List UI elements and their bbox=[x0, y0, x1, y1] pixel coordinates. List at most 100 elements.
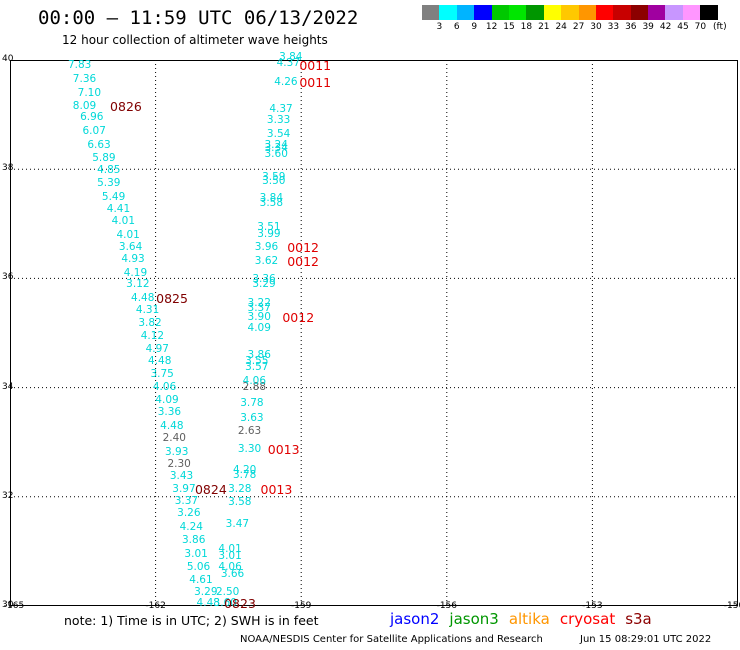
wave-height-value: 3.59 bbox=[262, 171, 286, 184]
wave-height-value: 5.49 bbox=[101, 190, 126, 203]
color-tick-label: 15 bbox=[503, 22, 515, 32]
wave-height-value: 4.19 bbox=[123, 266, 148, 279]
wave-height-value: 3.96 bbox=[254, 240, 279, 253]
color-swatch bbox=[630, 5, 649, 20]
pass-time-label: 0012 bbox=[287, 253, 319, 269]
color-tick-label: 30 bbox=[590, 22, 602, 32]
wave-height-value: 3.64 bbox=[118, 240, 143, 253]
satellite-legend: jason2 jason3 altika cryosat s3a bbox=[390, 610, 662, 628]
wave-height-value: 4.85 bbox=[97, 164, 121, 177]
pass-time-label: 0825 bbox=[156, 290, 188, 306]
latitude-label: 36 bbox=[2, 272, 14, 283]
wave-height-value: 4.93 bbox=[121, 253, 145, 266]
longitude-label: -159 bbox=[290, 601, 312, 611]
color-swatch bbox=[456, 5, 475, 20]
wave-height-value: 4.06 bbox=[152, 380, 177, 393]
color-swatch bbox=[595, 5, 614, 20]
color-swatch bbox=[665, 5, 683, 20]
color-swatch bbox=[613, 5, 631, 20]
wave-height-value: 2.63 bbox=[237, 425, 262, 438]
color-tick-label: 45 bbox=[677, 22, 689, 32]
wave-height-value: 4.48 bbox=[148, 355, 172, 368]
wave-height-value: 3.62 bbox=[254, 254, 279, 267]
wave-height-value: 3.58 bbox=[259, 197, 284, 210]
map-title: 00:00 – 11:59 UTC 06/13/2022 bbox=[38, 7, 359, 29]
wave-height-value: 4.48 bbox=[160, 419, 184, 432]
wave-height-value: 3.93 bbox=[165, 446, 189, 459]
color-tick-label: 24 bbox=[555, 22, 567, 32]
pass-time-label: 0826 bbox=[110, 99, 142, 115]
wave-height-value: 6.96 bbox=[80, 111, 104, 124]
wave-height-value: 6.07 bbox=[82, 124, 106, 137]
color-tick-label: 27 bbox=[572, 22, 585, 32]
wave-height-value: 5.39 bbox=[97, 176, 121, 189]
color-tick-label: 3 bbox=[436, 22, 443, 32]
wave-height-value: 3.78 bbox=[240, 396, 264, 409]
color-swatch bbox=[508, 5, 527, 20]
wave-height-value: 3.86 bbox=[182, 534, 206, 547]
wave-height-value: 3.43 bbox=[169, 470, 194, 483]
longitude-label: -156 bbox=[436, 601, 458, 611]
wave-height-value: 3.90 bbox=[247, 310, 271, 323]
wave-height-value: 3.30 bbox=[237, 442, 262, 455]
longitude-label: -162 bbox=[145, 601, 166, 611]
footnote: note: 1) Time is in UTC; 2) SWH is in fe… bbox=[64, 613, 319, 628]
wave-height-value: 4.09 bbox=[247, 321, 271, 334]
legend-jason3: jason3 bbox=[449, 610, 499, 628]
wave-height-value: 3.29 bbox=[252, 277, 276, 290]
color-swatch bbox=[439, 5, 457, 20]
longitude-label: -153 bbox=[582, 601, 603, 611]
wave-height-value: 3.47 bbox=[225, 518, 250, 531]
wave-height-value: 4.41 bbox=[106, 202, 131, 215]
color-swatch bbox=[543, 5, 562, 20]
wave-height-value: 3.75 bbox=[150, 367, 174, 380]
wave-height-value: 4.26 bbox=[274, 75, 298, 88]
map-subtitle: 12 hour collection of altimeter wave hei… bbox=[62, 33, 328, 47]
wave-height-value: 4.37 bbox=[269, 103, 293, 116]
color-tick-label: 18 bbox=[520, 22, 533, 32]
color-swatch bbox=[682, 5, 701, 20]
generated-timestamp: Jun 15 08:29:01 UTC 2022 bbox=[580, 634, 712, 645]
pass-time-label: 0013 bbox=[267, 441, 300, 457]
wave-height-value: 7.36 bbox=[72, 73, 97, 86]
latitude-label: 40 bbox=[2, 54, 14, 64]
wave-height-value: 2.88 bbox=[242, 380, 267, 393]
legend-s3a: s3a bbox=[625, 610, 652, 628]
wave-height-value: 5.89 bbox=[92, 152, 116, 165]
wave-height-value: 4.06 bbox=[218, 560, 242, 573]
wave-height-value: 3.82 bbox=[138, 317, 162, 330]
wave-height-value: 7.10 bbox=[77, 86, 102, 99]
wave-height-value: 4.01 bbox=[116, 228, 140, 241]
wave-height-value: 3.12 bbox=[126, 277, 150, 290]
color-swatch bbox=[474, 5, 492, 20]
wave-height-value: 3.50 bbox=[262, 175, 286, 188]
color-swatch bbox=[700, 5, 718, 20]
wave-height-value: 3.36 bbox=[157, 406, 182, 419]
wave-height-value: 3.55 bbox=[245, 355, 269, 368]
wave-height-value: 4.09 bbox=[155, 393, 179, 406]
wave-height-value: 4.48 bbox=[131, 291, 155, 304]
wave-height-value: 3.01 bbox=[184, 548, 208, 561]
longitude-label: -150 bbox=[723, 601, 740, 611]
wave-height-value: 3.66 bbox=[220, 568, 245, 581]
map-grid bbox=[10, 60, 738, 606]
color-tick-label: 70 bbox=[694, 22, 707, 32]
longitude-label: -165 bbox=[3, 601, 25, 611]
wave-height-value: 3.60 bbox=[213, 597, 237, 610]
pass-time-label: 0012 bbox=[287, 239, 319, 255]
latitude-label: 32 bbox=[2, 490, 14, 501]
wave-height-value: 3.22 bbox=[247, 296, 271, 309]
wave-height-value: 3.01 bbox=[218, 549, 242, 562]
latitude-label: 30 bbox=[2, 600, 14, 610]
color-tick-label: 33 bbox=[607, 22, 620, 32]
wave-height-value: 3.26 bbox=[177, 507, 201, 520]
color-tick-label: 21 bbox=[538, 22, 550, 32]
wave-height-value: 4.48 bbox=[196, 597, 220, 610]
pass-time-label: 0011 bbox=[299, 58, 332, 74]
color-tick-label: (ft) bbox=[713, 22, 727, 32]
color-tick-label: 12 bbox=[485, 22, 498, 32]
legend-jason2: jason2 bbox=[390, 610, 440, 628]
wave-height-value: 3.28 bbox=[228, 482, 252, 495]
wave-height-value: 3.84 bbox=[279, 51, 303, 64]
wave-height-value: 4.20 bbox=[232, 463, 257, 476]
